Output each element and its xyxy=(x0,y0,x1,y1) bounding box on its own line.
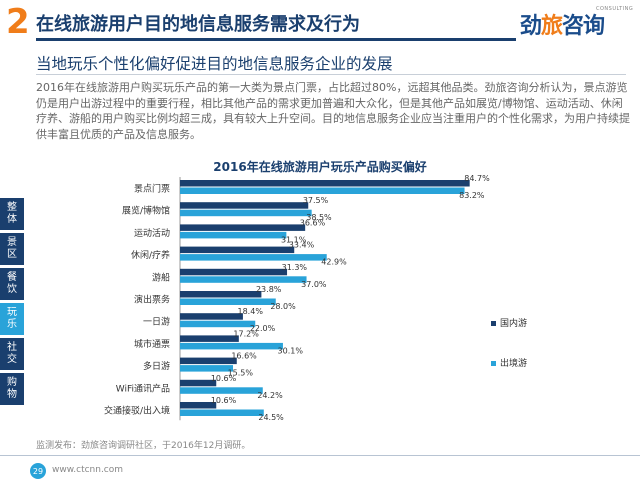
data-label: 30.1% xyxy=(278,346,304,355)
bar-outbound xyxy=(180,209,312,217)
page-number: 29 xyxy=(30,463,46,479)
legend-label: 出境游 xyxy=(500,357,527,369)
data-label: 23.8% xyxy=(256,285,282,294)
bar-outbound xyxy=(180,365,234,372)
bar-domestic xyxy=(180,180,470,187)
data-label: 36.6% xyxy=(300,218,326,227)
bar-domestic xyxy=(180,313,243,320)
data-label: 10.6% xyxy=(211,374,237,383)
data-label: 10.6% xyxy=(211,396,237,405)
bar-outbound xyxy=(180,409,264,416)
bar-outbound xyxy=(180,187,465,194)
sidebar-item-0[interactable]: 整体 xyxy=(0,198,24,230)
category-label: 多日游 xyxy=(143,360,170,372)
bar-outbound xyxy=(180,231,287,239)
data-label: 28.0% xyxy=(270,302,296,311)
bar-outbound xyxy=(180,387,263,394)
sidebar-item-label: 整 xyxy=(7,202,17,213)
category-label: 运动活动 xyxy=(134,227,170,239)
bar-domestic xyxy=(180,357,237,365)
subtitle-rule xyxy=(36,74,626,75)
logo-text: 劲旅咨询 xyxy=(520,14,605,39)
bar-domestic xyxy=(180,224,306,231)
section-number: 2 xyxy=(6,2,30,42)
legend-label: 国内游 xyxy=(500,317,527,329)
category-label: 一日游 xyxy=(143,316,170,328)
sidebar-item-label: 体 xyxy=(7,214,17,225)
sidebar-item-2[interactable]: 餐饮 xyxy=(0,268,24,300)
footer-rule xyxy=(0,455,640,456)
sidebar-item-label: 玩 xyxy=(7,307,17,318)
data-label: 16.6% xyxy=(231,352,257,361)
chart-title: 2016年在线旅游用户玩乐产品购买偏好 xyxy=(213,160,427,174)
category-label: 城市通票 xyxy=(134,338,170,350)
data-label: 37.0% xyxy=(301,280,327,289)
legend-swatch xyxy=(491,361,496,366)
bar-outbound xyxy=(180,298,276,305)
data-label: 24.5% xyxy=(258,413,284,422)
bar-outbound xyxy=(180,342,283,350)
data-label: 22.0% xyxy=(250,324,276,333)
header: 2 在线旅游用户目的地信息服务需求及行为 xyxy=(0,0,640,44)
data-label: 83.2% xyxy=(459,191,485,200)
data-label: 42.9% xyxy=(321,258,347,267)
sidebar-item-label: 购 xyxy=(7,377,17,388)
source-note: 监测发布：劲旅咨询调研社区，于2016年12月调研。 xyxy=(36,441,251,451)
page-title: 在线旅游用户目的地信息服务需求及行为 xyxy=(36,14,360,35)
data-label: 17.2% xyxy=(233,329,259,338)
category-label: WiFi通讯产品 xyxy=(116,382,170,394)
sidebar-item-label: 乐 xyxy=(7,319,17,330)
bar-domestic xyxy=(180,291,262,298)
footer-url: www.ctcnn.com xyxy=(52,465,124,475)
data-label: 84.7% xyxy=(464,174,490,183)
data-label: 24.2% xyxy=(257,391,283,400)
logo-subtext: CONSULTING xyxy=(596,6,634,12)
bar-outbound xyxy=(180,254,327,261)
bar-domestic xyxy=(180,246,295,254)
legend-swatch xyxy=(491,321,496,326)
sidebar-item-label: 餐 xyxy=(7,272,17,283)
bar-domestic xyxy=(180,202,309,209)
data-label: 37.5% xyxy=(303,196,329,205)
data-label: 15.5% xyxy=(228,369,254,378)
summary-paragraph: 2016年在线旅游用户购买玩乐产品的第一大类为景点门票，占比超过80%，远超其他… xyxy=(36,81,630,141)
data-label: 33.4% xyxy=(289,241,315,250)
category-label: 交通接驳/出入境 xyxy=(104,405,170,417)
sidebar-item-1[interactable]: 景区 xyxy=(0,233,24,265)
bar-outbound xyxy=(180,320,256,328)
category-label: 展览/博物馆 xyxy=(122,205,170,217)
sidebar-item-5[interactable]: 购物 xyxy=(0,373,24,405)
data-label: 18.4% xyxy=(238,307,264,316)
title-rule xyxy=(36,38,516,41)
sidebar-item-label: 饮 xyxy=(7,284,17,295)
category-label: 演出票务 xyxy=(134,294,170,306)
bar-domestic xyxy=(180,268,288,276)
sidebar-item-3[interactable]: 玩乐 xyxy=(0,303,24,335)
data-label: 31.1% xyxy=(281,235,307,244)
bar-domestic xyxy=(180,379,217,387)
bar-domestic xyxy=(180,402,217,409)
category-label: 休闲/疗养 xyxy=(131,249,170,261)
subtitle: 当地玩乐个性化偏好促进目的地信息服务企业的发展 xyxy=(36,55,393,73)
sidebar-item-label: 区 xyxy=(7,249,17,260)
bar-domestic xyxy=(180,335,239,342)
sidebar-item-label: 社 xyxy=(7,342,17,353)
sidebar-item-label: 景 xyxy=(7,237,17,248)
logo: 劲旅咨询 CONSULTING xyxy=(520,6,636,40)
sidebar-item-label: 交 xyxy=(7,354,17,365)
data-label: 31.3% xyxy=(282,263,308,272)
category-label: 景点门票 xyxy=(134,183,170,195)
sidebar-item-label: 物 xyxy=(7,389,17,400)
data-label: 38.5% xyxy=(306,213,332,222)
sidebar-item-4[interactable]: 社交 xyxy=(0,338,24,370)
category-label: 游船 xyxy=(152,271,170,283)
bar-outbound xyxy=(180,276,307,283)
